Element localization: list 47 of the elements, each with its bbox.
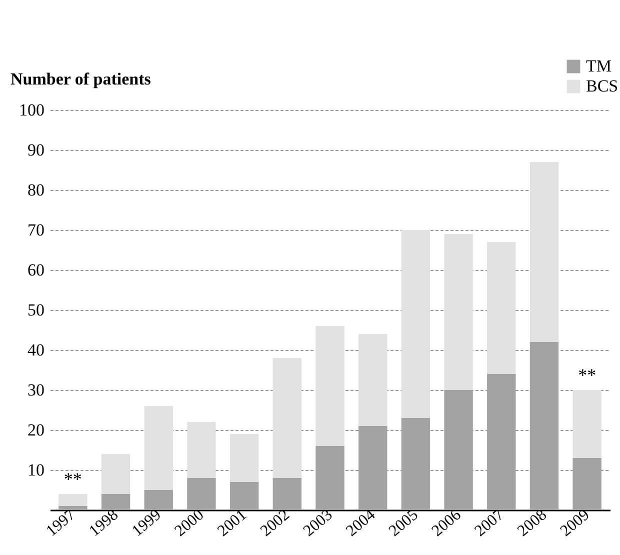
bar: [230, 434, 259, 482]
y-tick-label: 40: [28, 340, 44, 360]
x-tick-label: 2003: [300, 506, 336, 540]
bar: [272, 358, 302, 478]
x-tick-label: 1998: [86, 506, 122, 540]
bar: [358, 334, 388, 426]
y-tick-label: 80: [28, 180, 44, 200]
x-tick-label: 2008: [514, 506, 550, 540]
y-tick-label: 70: [28, 220, 44, 240]
x-tick-label: 2009: [557, 506, 593, 540]
bar: [272, 478, 302, 510]
bar: [101, 454, 130, 494]
x-tick-label: 1999: [128, 506, 164, 540]
x-tick-label: 2000: [172, 506, 208, 540]
bar: [144, 406, 173, 490]
x-tick-label: 2006: [428, 506, 464, 540]
y-tick-label: 100: [19, 100, 44, 120]
y-tick-label: 60: [28, 260, 44, 280]
x-tick-label: 1997: [43, 506, 79, 540]
bar: [444, 234, 473, 390]
bar: [144, 490, 173, 510]
bar: [572, 390, 602, 458]
y-tick-label: 20: [28, 420, 44, 440]
bar: [101, 494, 130, 510]
y-tick-label: 90: [28, 140, 44, 160]
y-axis-title: Number of patients: [10, 70, 152, 88]
bar: [187, 422, 216, 478]
legend-label: BCS: [586, 76, 618, 96]
y-tick-label: 30: [28, 380, 44, 400]
annotation: **: [578, 365, 596, 385]
bar: [58, 506, 88, 510]
x-tick-label: 2005: [386, 506, 422, 540]
bar: [401, 230, 430, 418]
x-tick-label: 2002: [258, 506, 293, 540]
annotation: **: [64, 469, 82, 489]
bar: [316, 326, 344, 446]
x-tick-label: 2007: [472, 506, 508, 540]
legend-label: TM: [586, 56, 612, 76]
bar: [530, 162, 559, 342]
bar: [58, 494, 88, 506]
y-tick-label: 50: [28, 300, 44, 320]
x-tick-label: 2001: [214, 506, 250, 540]
bar: [187, 478, 216, 510]
bar: [230, 482, 259, 510]
bar: [487, 242, 516, 374]
x-tick-label: 2004: [343, 506, 379, 540]
y-tick-label: 10: [28, 460, 44, 480]
